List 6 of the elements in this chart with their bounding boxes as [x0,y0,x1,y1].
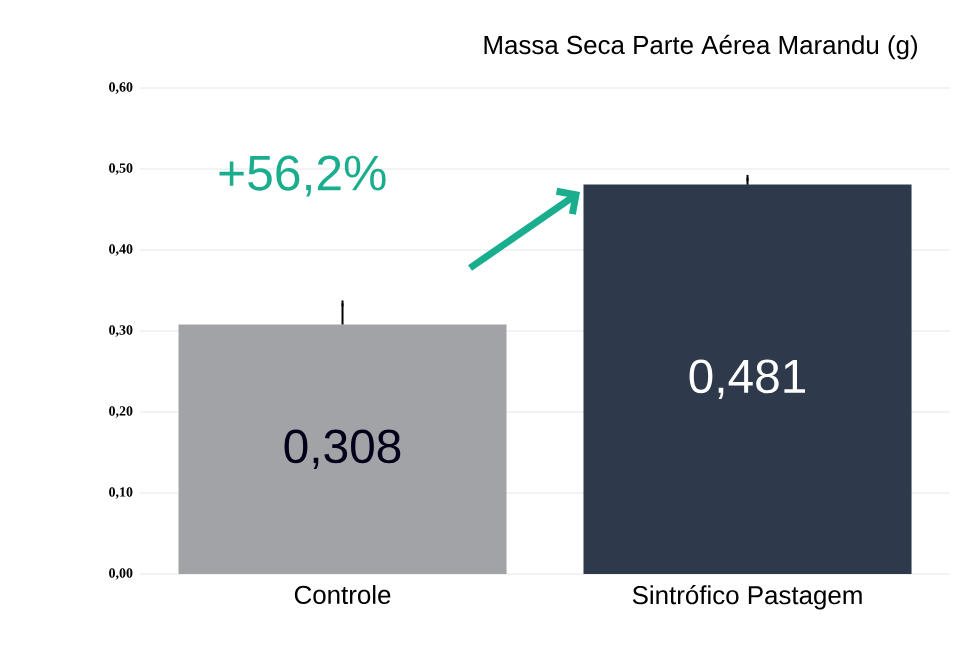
x-tick-label: Controle [294,585,391,605]
annotation: +56,2% [219,155,386,197]
x-tick-label: Sintrófico Pastagem [632,585,862,610]
chart-title: Massa Seca Parte Aérea Marandu (g) [484,34,918,60]
data-label: 0,481 [689,359,805,399]
data-label: 0,308 [284,429,401,470]
